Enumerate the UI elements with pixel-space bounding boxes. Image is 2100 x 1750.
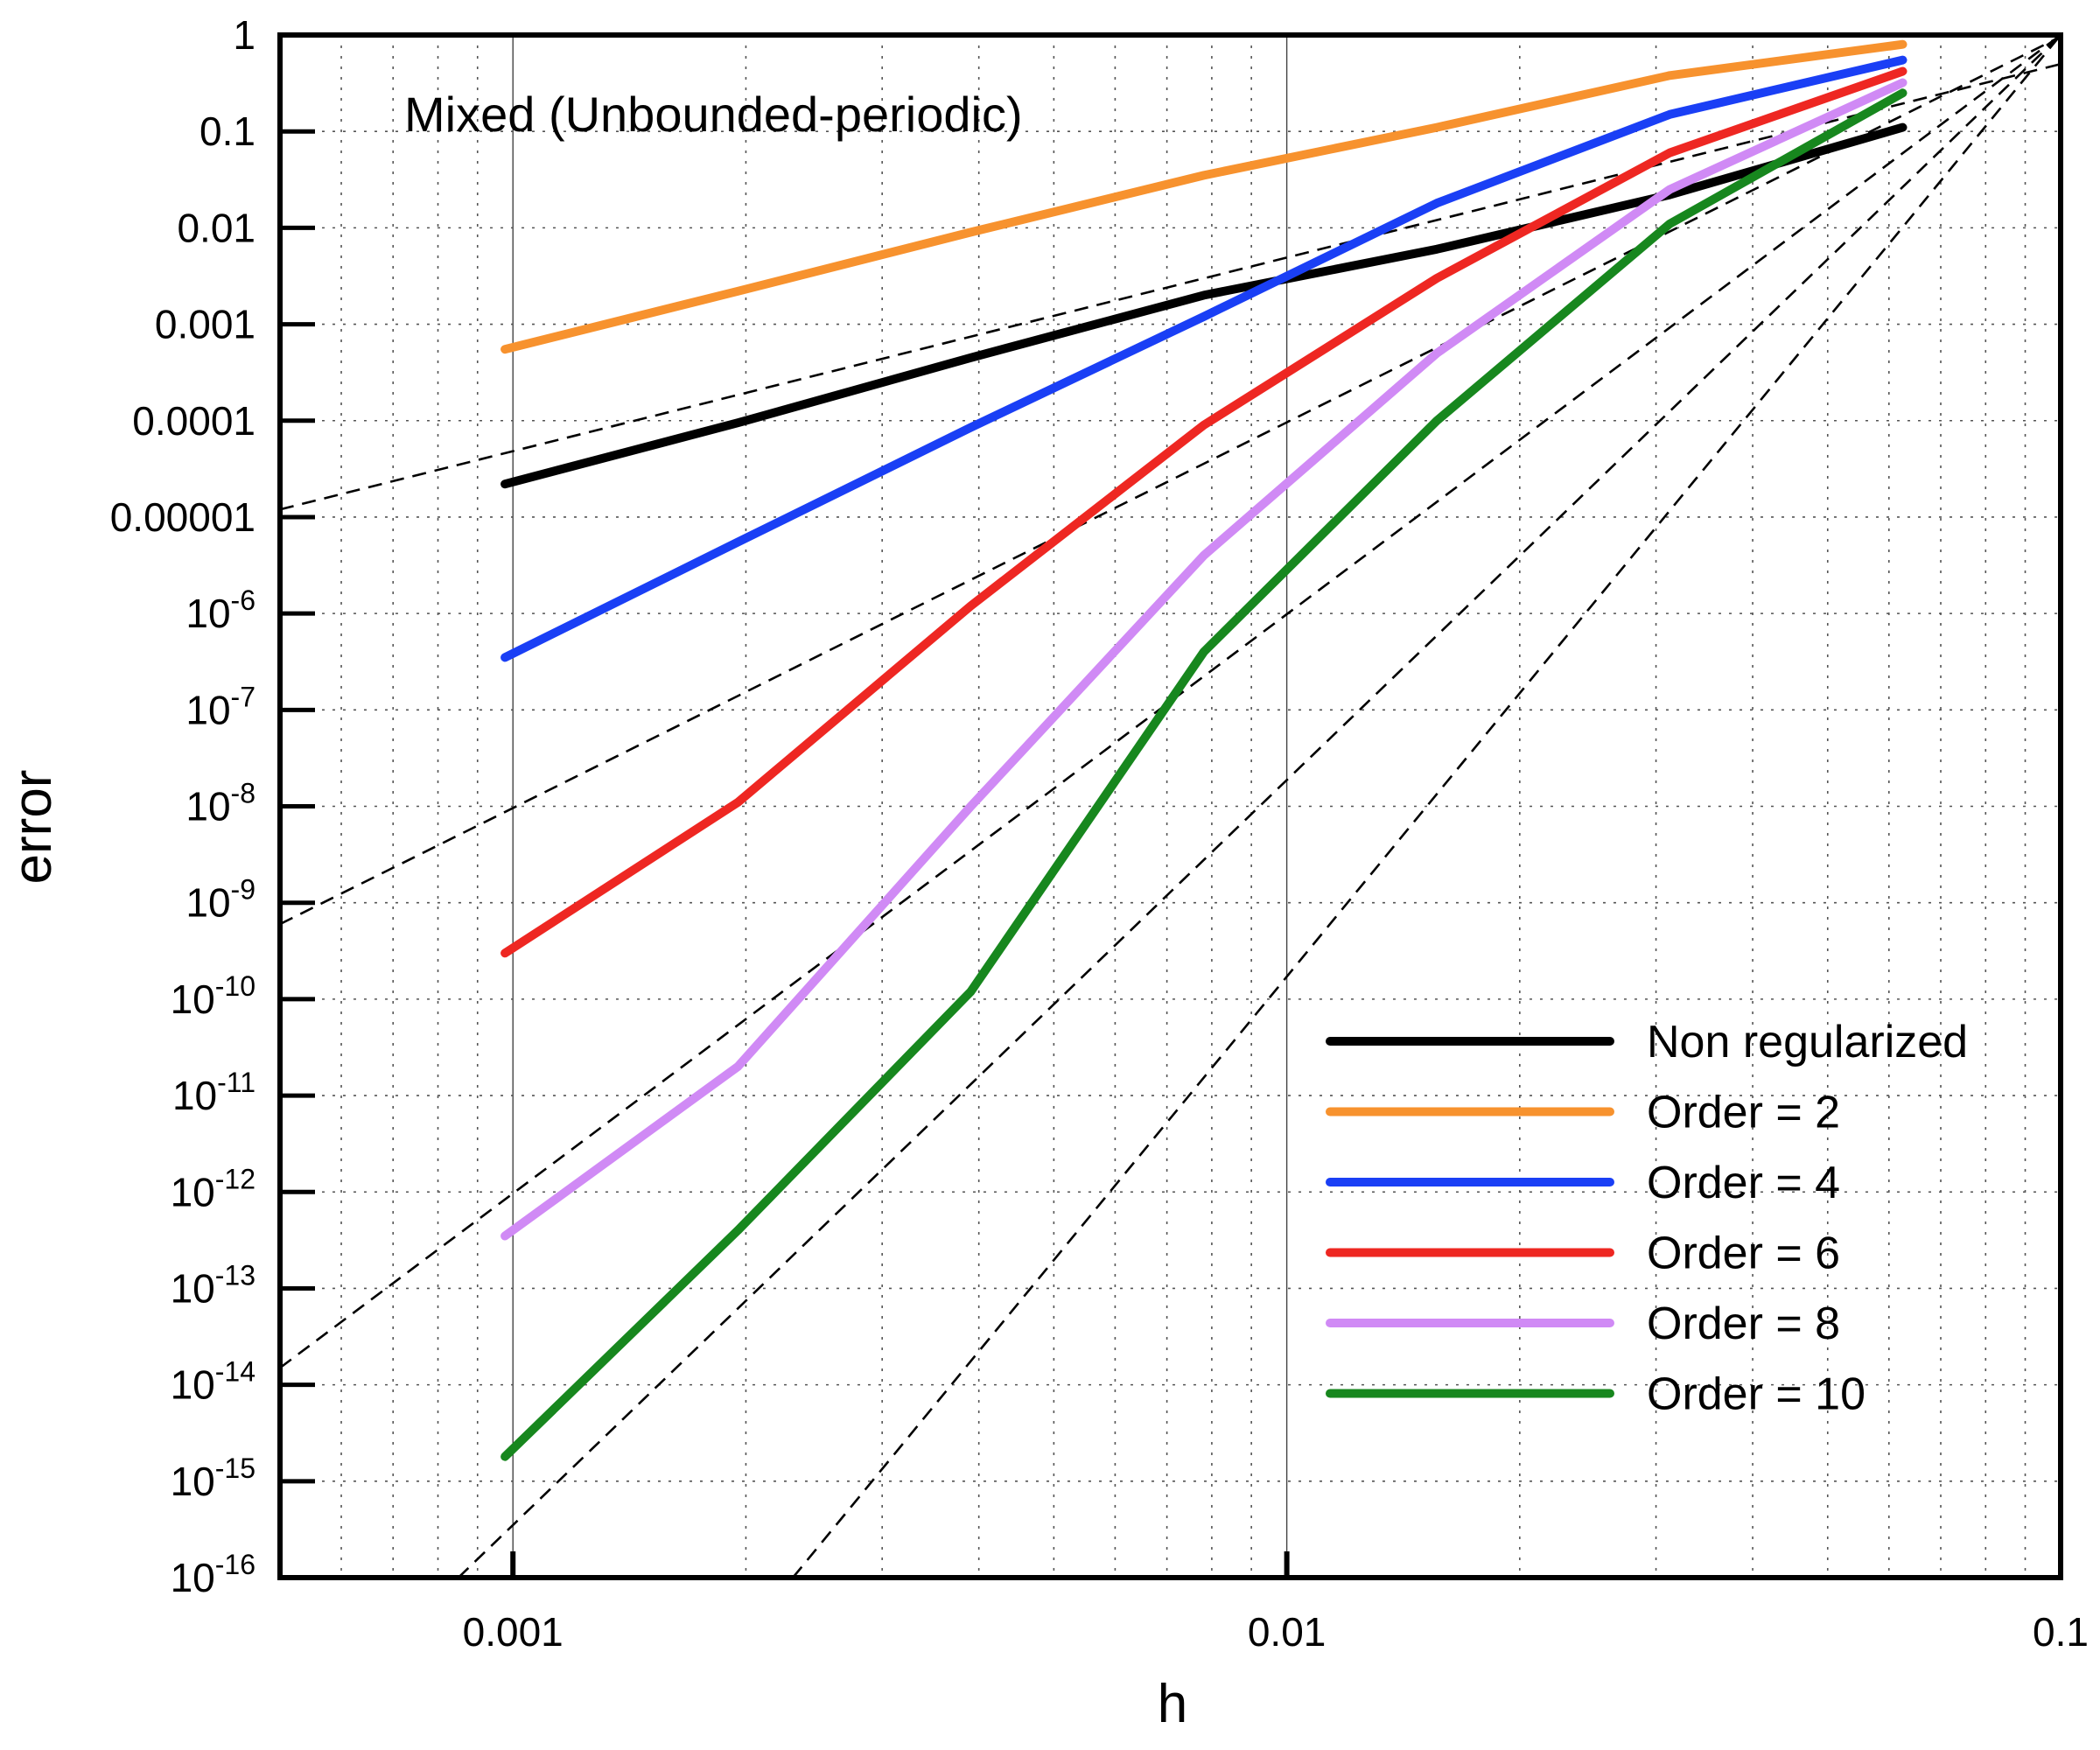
legend-label: Order = 10 [1647, 1369, 1866, 1420]
y-tick-label: 10-7 [186, 681, 256, 732]
x-tick-label: 0.1 [2033, 1609, 2089, 1655]
y-tick-label: 10-12 [171, 1163, 256, 1214]
y-tick-label: 0.1 [200, 108, 256, 154]
y-tick-label: 10-11 [172, 1067, 256, 1118]
grid [280, 35, 2061, 1578]
x-tick-label: 0.01 [1248, 1609, 1326, 1655]
legend-label: Order = 8 [1647, 1298, 1840, 1349]
legend-label: Non regularized [1647, 1017, 1968, 1068]
y-tick-label: 0.01 [177, 205, 256, 250]
data-series [500, 39, 1908, 1461]
y-axis-title: error [3, 770, 63, 885]
legend-label: Order = 6 [1647, 1228, 1840, 1279]
reference-line-slope-8 [457, 35, 2061, 1578]
y-tick-label: 10-8 [186, 778, 256, 830]
legend-label: Order = 2 [1647, 1088, 1840, 1138]
x-tick-label: 0.001 [463, 1609, 564, 1655]
reference-line-slope-4 [280, 35, 2061, 926]
y-tick-label: 10-15 [171, 1452, 256, 1504]
reference-line-slope-10 [792, 35, 2061, 1578]
plot-annotation: Mixed (Unbounded-periodic) [404, 87, 1023, 142]
reference-line-slope-6 [280, 35, 2061, 1369]
series-line-order-8 [500, 78, 1908, 1241]
y-tick-label: 10-10 [171, 970, 256, 1022]
reference-line-slope-2 [280, 62, 2061, 511]
y-tick-label: 0.0001 [132, 398, 256, 444]
y-tick-label: 10-9 [186, 874, 256, 926]
y-tick-label: 10-6 [186, 584, 256, 636]
y-tick-label: 10-13 [171, 1259, 256, 1311]
y-tick-label: 0.00001 [110, 494, 256, 540]
axis-ticks: 0.001 0.01 0.1 1 0.1 0.01 0.001 0.0001 0.00001 10… [110, 12, 2089, 1655]
series-line-order-2 [500, 39, 1908, 354]
y-tick-label: 0.001 [155, 302, 256, 347]
series-line-order-4 [500, 55, 1908, 662]
y-tick-label: 10-16 [171, 1549, 256, 1600]
series-line-order-6 [500, 66, 1908, 958]
y-tick-label: 10-14 [171, 1356, 256, 1408]
reference-lines [280, 35, 2061, 1578]
series-line-order-10 [500, 88, 1908, 1461]
legend: Non regularized Order = 2 Order = 4 Order =… [1326, 1017, 1968, 1420]
x-axis-title: h [1158, 1674, 1187, 1734]
y-tick-label: 1 [233, 12, 256, 58]
legend-label: Order = 4 [1647, 1158, 1840, 1208]
